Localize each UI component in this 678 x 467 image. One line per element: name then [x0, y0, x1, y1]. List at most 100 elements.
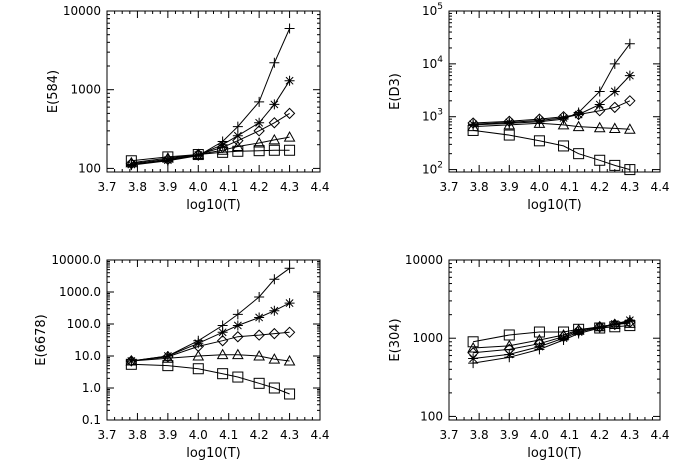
y-tick-label: 10000.0	[51, 253, 101, 267]
y-tick-label: 102	[422, 161, 443, 177]
data-point-asterisk	[232, 320, 243, 331]
y-tick-label: 1.0	[82, 381, 101, 395]
data-point-triangle	[608, 122, 621, 133]
x-tick-label: 4.2	[590, 428, 609, 442]
data-point-square	[125, 155, 137, 167]
x-tick-label: 4.1	[219, 428, 238, 442]
data-point-triangle	[283, 131, 296, 142]
data-point-square	[268, 382, 280, 394]
data-point-diamond	[533, 338, 546, 350]
x-tick-label: 4.0	[530, 428, 549, 442]
data-point-triangle	[162, 352, 174, 363]
data-point-asterisk	[504, 117, 515, 128]
data-point-triangle	[125, 156, 138, 168]
data-point-diamond	[467, 347, 479, 359]
y-axis-label: E(6678)	[34, 314, 49, 365]
data-point-square	[609, 321, 621, 333]
data-point-triangle	[593, 320, 606, 332]
data-point-asterisk	[254, 117, 265, 128]
data-point-square	[503, 129, 515, 141]
data-point-diamond	[557, 330, 570, 343]
y-tick-label: 104	[422, 55, 443, 71]
data-point-square	[232, 371, 244, 383]
data-point-square	[594, 322, 606, 334]
data-point-square	[467, 124, 479, 136]
x-tick-label: 4.4	[310, 428, 329, 442]
data-point-triangle	[572, 120, 585, 132]
series-triangle	[125, 348, 296, 366]
data-point-square	[125, 358, 137, 370]
x-tick-label: 3.8	[470, 180, 489, 194]
data-point-square	[253, 145, 265, 157]
data-point-plus	[232, 309, 243, 320]
x-tick-label: 4.3	[620, 428, 639, 442]
x-axis-label: log10(T)	[527, 198, 581, 213]
data-point-triangle	[125, 354, 138, 366]
x-tick-label: 4.3	[280, 180, 299, 194]
data-point-triangle	[253, 349, 265, 361]
data-point-plus	[624, 38, 635, 49]
series-line	[131, 363, 290, 395]
data-point-diamond	[232, 331, 244, 343]
data-point-square	[268, 144, 280, 156]
data-point-asterisk	[468, 119, 479, 130]
data-point-asterisk	[126, 159, 137, 170]
series-line	[131, 302, 290, 362]
data-point-asterisk	[269, 99, 280, 110]
x-tick-label: 4.2	[250, 428, 269, 442]
x-tick-label: 4.1	[219, 180, 238, 194]
data-point-triangle	[557, 118, 570, 130]
series-square	[125, 358, 296, 400]
y-tick-label: 100	[420, 409, 443, 423]
data-point-plus	[594, 86, 605, 97]
data-point-triangle	[557, 328, 570, 340]
data-point-plus	[609, 58, 620, 69]
data-point-square	[162, 151, 174, 163]
y-tick-label: 10000	[63, 4, 101, 18]
data-point-plus	[254, 96, 265, 107]
data-point-square	[284, 388, 296, 400]
y-axis-label: E(584)	[46, 70, 61, 113]
series-plus	[468, 38, 635, 130]
data-point-diamond	[253, 125, 265, 137]
data-point-diamond	[624, 95, 636, 107]
data-point-asterisk	[269, 305, 280, 316]
y-axis-label: E(D3)	[388, 73, 403, 110]
data-point-triangle	[283, 354, 296, 366]
x-tick-label: 3.8	[128, 180, 147, 194]
data-point-plus	[269, 57, 280, 68]
series-square	[125, 144, 296, 167]
plot-frame	[448, 10, 661, 173]
series-square	[467, 124, 636, 176]
y-tick-label: 105	[422, 2, 443, 18]
data-point-asterisk	[254, 312, 265, 323]
data-point-square	[558, 140, 570, 152]
data-point-asterisk	[534, 341, 545, 352]
chart-panel-4: 3.7 3.8 3.9 4.0 4.1 4.2 4.3 4.4 100 1000 10000 log1…	[388, 253, 670, 461]
y-tick-label: 10000	[405, 253, 443, 267]
x-tick-label: 4.0	[530, 180, 549, 194]
chart-panel-1: 3.7 3.8 3.9 4.0 4.1 4.2 4.3 4.4 100 1000 10000 log1…	[46, 4, 330, 213]
y-tick-label: 10.0	[74, 349, 101, 363]
data-point-diamond	[268, 117, 281, 129]
x-tick-label: 4.4	[310, 180, 329, 194]
data-point-plus	[254, 291, 265, 302]
series-line	[131, 112, 290, 165]
data-point-square	[624, 164, 636, 176]
data-point-triangle	[253, 137, 265, 148]
x-tick-label: 3.9	[500, 180, 519, 194]
x-tick-label: 3.9	[500, 428, 519, 442]
x-tick-label: 4.4	[650, 428, 669, 442]
data-point-diamond	[283, 107, 296, 120]
data-point-square	[573, 148, 585, 160]
data-point-triangle	[192, 349, 205, 361]
data-point-plus	[232, 121, 243, 132]
data-point-diamond	[609, 318, 621, 331]
x-tick-label: 3.9	[158, 428, 177, 442]
data-point-square	[192, 149, 204, 161]
data-point-diamond	[503, 115, 515, 127]
data-point-asterisk	[284, 298, 295, 309]
x-tick-label: 3.7	[439, 180, 458, 194]
data-point-diamond	[594, 104, 606, 117]
data-point-square	[573, 323, 585, 335]
